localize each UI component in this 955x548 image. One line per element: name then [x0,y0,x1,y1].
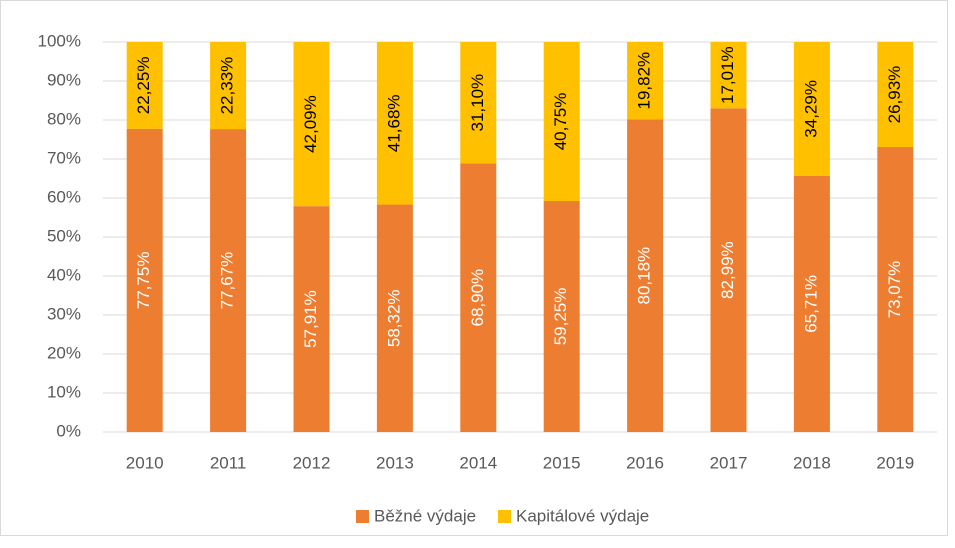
y-tick-label: 40% [47,265,81,284]
bar-segment [210,42,247,130]
bar-segment [543,42,580,201]
legend-swatch [498,510,511,523]
legend-label: Kapitálové výdaje [516,506,649,525]
data-label: 17,01% [718,46,737,104]
data-label: 31,10% [468,74,487,132]
bar-segment [793,42,830,176]
data-label: 40,75% [551,93,570,151]
bar-segment [126,128,163,432]
data-label: 59,25% [551,288,570,346]
y-tick-label: 70% [47,148,81,167]
data-label: 80,18% [635,247,654,305]
bar-segment [210,129,247,432]
bar-segment [376,42,413,205]
data-label: 73,07% [885,261,904,319]
x-tick-label: 2014 [459,453,497,472]
bar-segment [793,175,830,432]
data-label: 65,71% [801,275,820,333]
data-label: 77,75% [134,252,153,310]
bar-segment [877,147,914,433]
bar-segment [627,42,664,120]
bar-segment [126,42,163,129]
y-tick-label: 50% [47,226,81,245]
x-tick-label: 2019 [876,453,914,472]
y-tick-label: 90% [47,70,81,89]
x-tick-label: 2012 [293,453,331,472]
data-label: 19,82% [635,52,654,110]
legend-swatch [356,510,369,523]
y-tick-label: 80% [47,109,81,128]
legend-label: Běžné výdaje [374,506,476,525]
bar-segment [627,119,664,432]
bar-segment [460,163,497,433]
y-tick-label: 20% [47,343,81,362]
bar-segment [543,200,580,432]
x-tick-label: 2018 [793,453,831,472]
x-tick-label: 2013 [376,453,414,472]
data-label: 82,99% [718,241,737,299]
bar-segment [877,42,914,148]
data-label: 22,25% [134,57,153,115]
y-tick-label: 0% [56,421,81,440]
bar-segment [293,42,330,207]
bar-segment [710,42,747,109]
data-label: 26,93% [885,66,904,124]
data-label: 77,67% [218,252,237,310]
bar-segment [710,108,747,433]
data-label: 34,29% [801,80,820,138]
data-label: 22,33% [218,57,237,115]
x-tick-label: 2010 [126,453,164,472]
y-tick-label: 60% [47,187,81,206]
y-tick-label: 30% [47,304,81,323]
x-tick-label: 2015 [543,453,581,472]
y-tick-label: 100% [38,31,81,50]
data-label: 57,91% [301,290,320,348]
data-label: 42,09% [301,95,320,153]
data-label: 68,90% [468,269,487,327]
x-tick-label: 2017 [710,453,748,472]
data-label: 58,32% [384,289,403,347]
bar-segment [460,42,497,164]
y-tick-label: 10% [47,382,81,401]
bar-segment [293,206,330,432]
x-tick-label: 2011 [210,453,247,472]
x-tick-label: 2016 [626,453,664,472]
data-label: 41,68% [384,94,403,152]
bar-segment [376,204,413,432]
